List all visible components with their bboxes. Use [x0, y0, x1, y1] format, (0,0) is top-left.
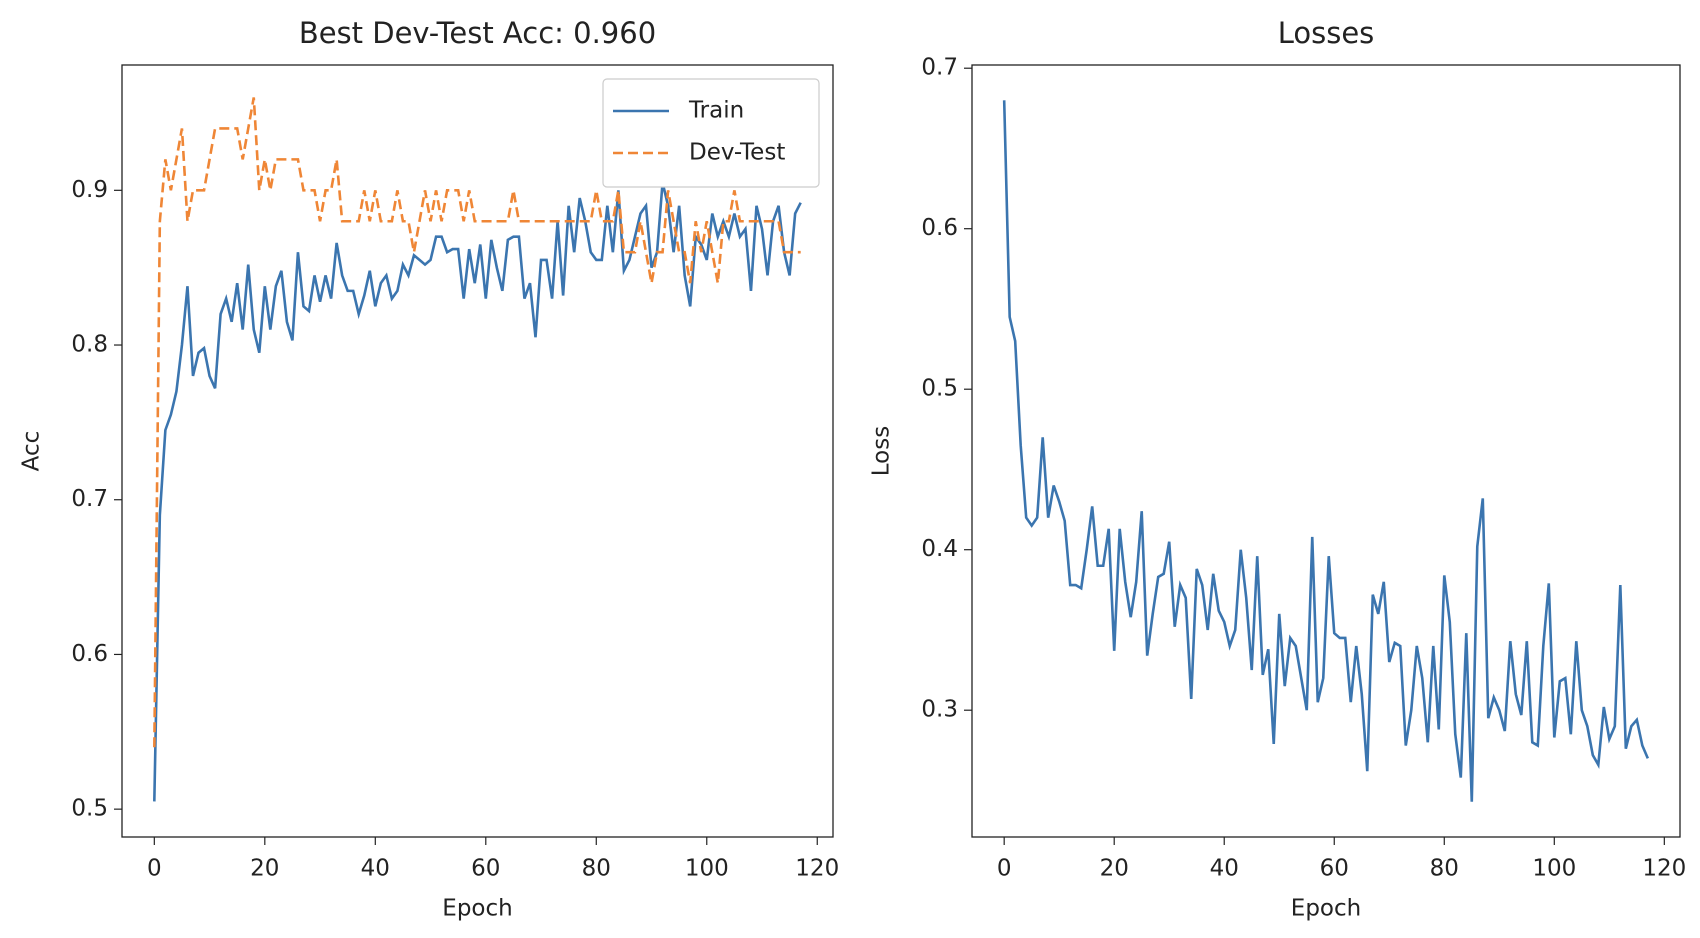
- y-tick-label: 0.4: [921, 536, 958, 562]
- line-series: [153, 97, 801, 748]
- x-axis-label: Epoch: [1291, 896, 1361, 922]
- x-tick-label: 100: [685, 856, 729, 882]
- y-axis-label: Loss: [869, 426, 895, 476]
- y-tick-label: 0.5: [71, 796, 108, 822]
- y-tick-label: 0.6: [71, 641, 108, 667]
- x-tick-label: 40: [1210, 856, 1239, 882]
- y-tick-label: 0.7: [921, 55, 958, 81]
- y-tick-label: 0.7: [71, 486, 108, 512]
- y-tick-label: 0.5: [921, 376, 958, 402]
- axes-frame: [121, 64, 834, 838]
- x-tick-label: 60: [471, 856, 500, 882]
- axes-frame: [971, 64, 1681, 838]
- line-series: [153, 182, 802, 802]
- x-tick-label: 120: [795, 856, 839, 882]
- legend: Train Dev-Test: [602, 78, 820, 188]
- y-axis-label: Acc: [19, 431, 45, 472]
- x-tick-label: 80: [582, 856, 611, 882]
- legend-label: Train: [688, 98, 744, 124]
- x-tick-label: 40: [361, 856, 390, 882]
- x-tick-label: 100: [1532, 856, 1576, 882]
- y-tick-label: 0.3: [921, 697, 958, 723]
- x-tick-label: 80: [1430, 856, 1459, 882]
- x-tick-label: 20: [1100, 856, 1129, 882]
- x-axis-label: Epoch: [442, 896, 512, 922]
- y-tick-label: 0.6: [921, 215, 958, 241]
- x-tick-label: 20: [250, 856, 279, 882]
- legend-label: Dev-Test: [689, 140, 785, 166]
- x-tick-label: 0: [147, 856, 162, 882]
- x-tick-label: 120: [1642, 856, 1686, 882]
- line-series: [1002, 100, 1650, 802]
- chart-title: Best Dev-Test Acc: 0.960: [299, 16, 656, 50]
- legend-frame: [602, 78, 820, 188]
- y-tick-label: 0.9: [71, 177, 108, 203]
- x-tick-label: 60: [1320, 856, 1349, 882]
- chart-title: Losses: [1278, 16, 1375, 50]
- x-tick-label: 0: [997, 856, 1012, 882]
- subplot: Losses Epoch Loss 0 20 40 60 80 100 120 0.3 0.4 0.5 0…: [869, 16, 1687, 922]
- subplot: Best Dev-Test Acc: 0.960 Epoch Acc 0 20 40 60 8…: [19, 16, 840, 922]
- y-tick-label: 0.8: [71, 332, 108, 358]
